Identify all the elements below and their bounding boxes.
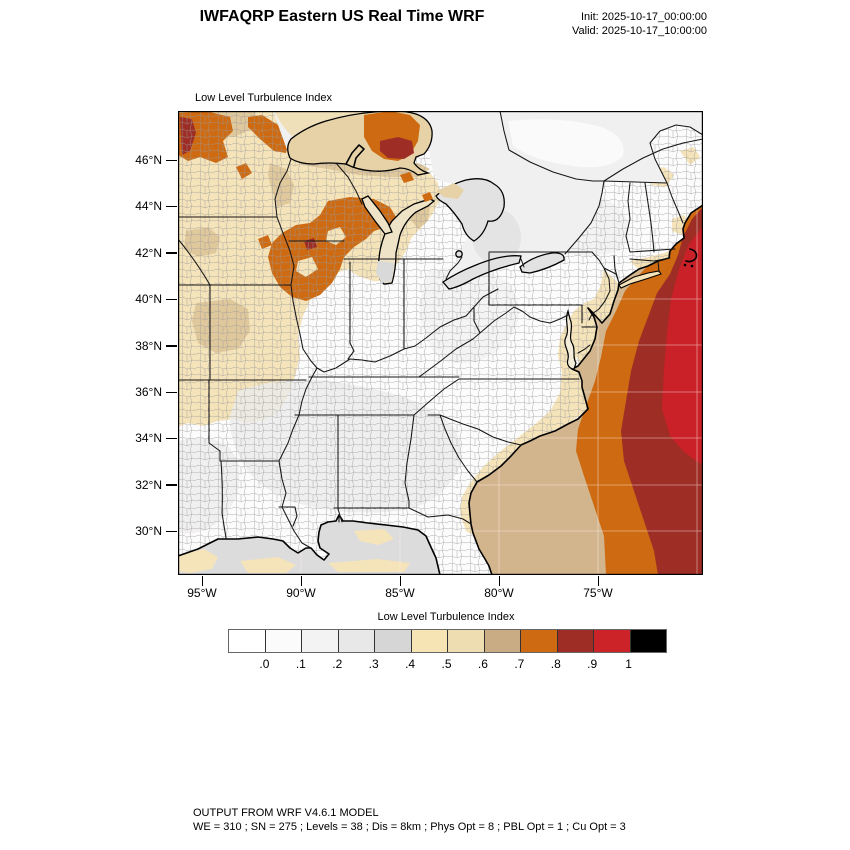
colorbar-cell [264,630,301,652]
lon-tick-label: 95°W [187,586,217,600]
colorbar-cell [410,630,447,652]
colorbar-tick-label: .9 [587,657,598,671]
lon-tick-mark [201,576,203,586]
colorbar-cell [593,630,630,652]
turbulence-map [178,111,703,575]
turbulence-map-svg [178,111,703,575]
lon-tick-label: 75°W [583,586,613,600]
page-title: IWFAQRP Eastern US Real Time WRF [199,8,485,25]
lon-tick-label: 80°W [484,586,514,600]
colorbar-cell [374,630,411,652]
lon-tick-mark [399,576,401,586]
lat-tick-mark [166,437,177,440]
init-timestamp: Init: 2025-10-17_00:00:00 [581,11,707,23]
lat-tick-label: 38°N [135,338,162,353]
lat-tick-mark [166,252,177,254]
lat-tick-mark [166,205,177,208]
lat-tick-mark [166,530,177,533]
lat-tick-label: 30°N [135,524,162,539]
lon-tick-mark [300,576,302,586]
colorbar-cell [629,630,666,652]
lat-tick-mark [166,345,177,347]
colorbar-tick-label: .5 [441,657,452,671]
lat-tick-label: 34°N [135,431,162,446]
footer-model-line: OUTPUT FROM WRF V4.6.1 MODEL [193,807,379,819]
lat-tick-mark [166,391,177,393]
colorbar-tick-label: .1 [295,657,306,671]
colorbar-cell [556,630,593,652]
lat-tick-label: 46°N [135,153,162,167]
colorbar-tick-label: 1 [625,657,632,671]
colorbar-title: Low Level Turbulence Index [377,611,515,623]
colorbar-tick-label: .0 [259,657,270,671]
lon-tick-label: 85°W [385,586,415,600]
colorbar-cell [301,630,338,652]
lon-tick-mark [597,576,599,586]
colorbar-tick-label: .3 [368,657,379,671]
lat-tick-mark [166,159,177,161]
lat-tick-label: 32°N [135,477,162,492]
lat-tick-label: 42°N [135,245,162,260]
colorbar-cell [483,630,520,652]
colorbar-tick-label: .6 [477,657,488,671]
run-timestamps: Init: 2025-10-17_00:00:00 Valid: 2025-10… [572,10,707,38]
lat-tick-label: 36°N [135,385,162,399]
lat-tick-mark [166,484,177,486]
colorbar-cell [520,630,557,652]
lon-tick-label: 90°W [286,586,316,600]
colorbar-tick-label: .2 [332,657,343,671]
colorbar-tick-label: .7 [514,657,525,671]
colorbar-cell [229,630,265,652]
colorbar-tick-label: .8 [550,657,561,671]
valid-timestamp: Valid: 2025-10-17_10:00:00 [572,25,707,37]
map-title: Low Level Turbulence Index [195,92,332,104]
footer-notes: OUTPUT FROM WRF V4.6.1 MODEL WE = 310 ; … [193,806,626,834]
colorbar-tick-label: .4 [405,657,416,671]
lat-tick-label: 40°N [135,292,162,307]
colorbar [228,629,667,653]
colorbar-cell [337,630,374,652]
lat-tick-label: 44°N [135,199,162,214]
lon-tick-mark [498,576,500,586]
footer-config-line: WE = 310 ; SN = 275 ; Levels = 38 ; Dis … [193,821,626,833]
colorbar-cell [447,630,484,652]
lat-tick-mark [166,298,177,301]
